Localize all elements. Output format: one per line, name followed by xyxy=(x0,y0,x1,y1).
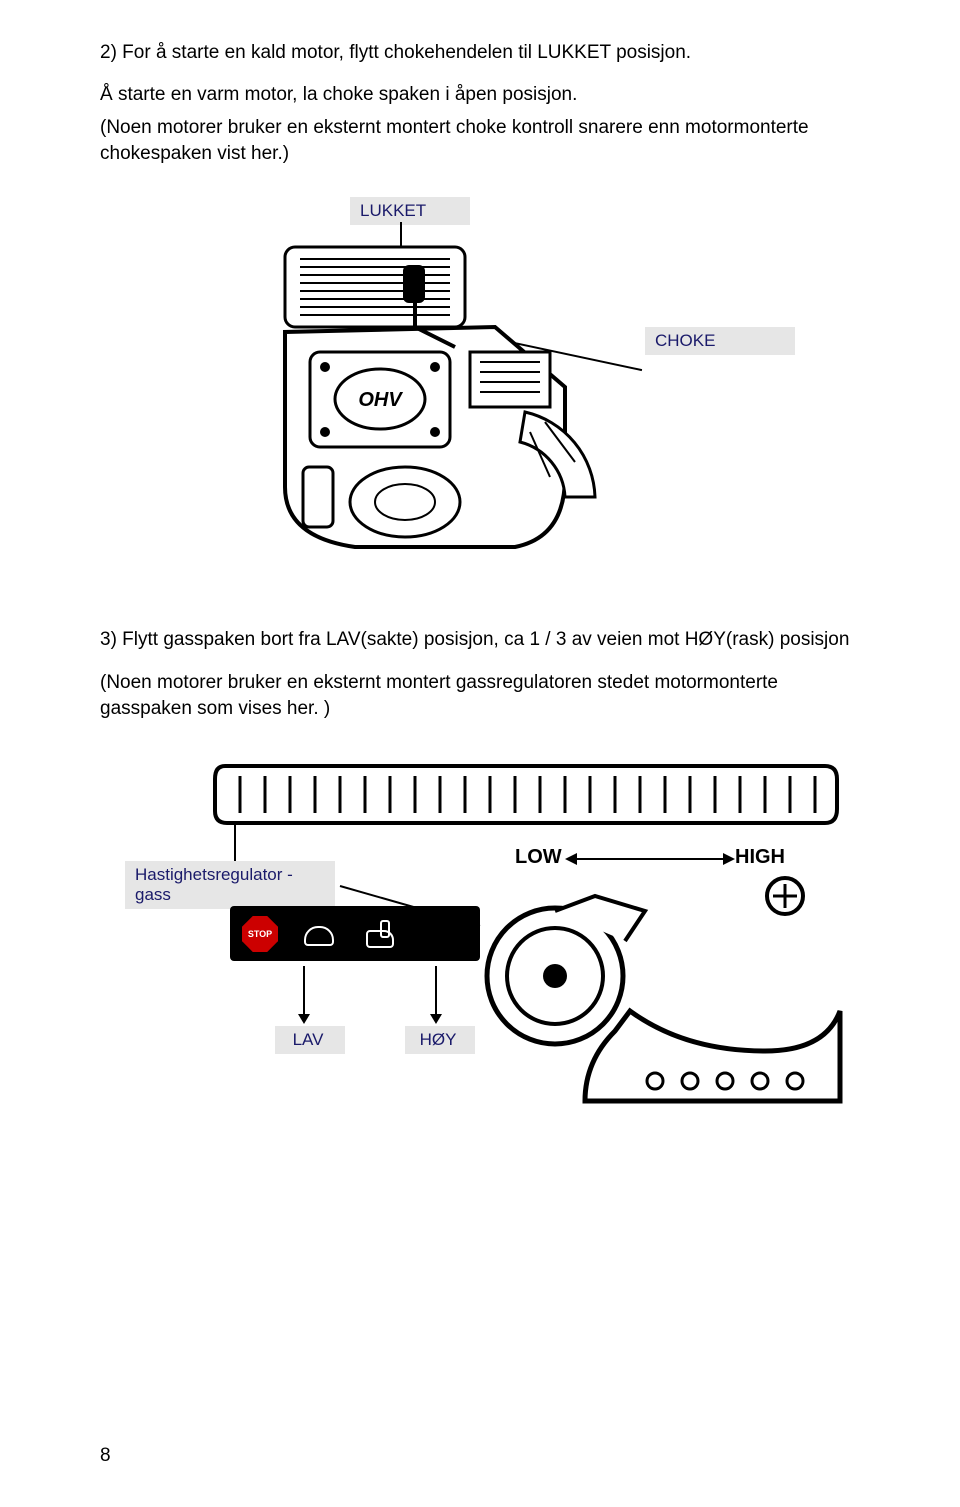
arrow-low-high xyxy=(575,858,725,860)
figure-2: Hastighetsregulator - gass STOP LAV HØY … xyxy=(100,751,870,1111)
stop-bar: STOP xyxy=(230,906,480,961)
engine-illustration: OHV xyxy=(255,237,655,567)
page-number: 8 xyxy=(100,1445,111,1467)
paragraph-3: (Noen motorer bruker en eksternt montert… xyxy=(100,115,870,166)
label-high: HIGH xyxy=(735,846,785,869)
rabbit-icon xyxy=(358,920,398,948)
stop-icon: STOP xyxy=(242,916,278,952)
label-lav: LAV xyxy=(275,1026,345,1054)
svg-text:OHV: OHV xyxy=(358,389,403,411)
figure-1: LUKKET CHOKE OHV xyxy=(100,197,870,577)
label-choke: CHOKE xyxy=(645,327,795,355)
turtle-icon xyxy=(298,920,338,948)
paragraph-4: 3) Flytt gasspaken bort fra LAV(sakte) p… xyxy=(100,627,870,653)
paragraph-5: (Noen motorer bruker en eksternt montert… xyxy=(100,670,870,721)
paragraph-2: Å starte en varm motor, la choke spaken … xyxy=(100,82,870,108)
arrow-hoy xyxy=(435,966,437,1016)
label-hastighet: Hastighetsregulator - gass xyxy=(125,861,335,909)
paragraph-1: 2) For å starte en kald motor, flytt cho… xyxy=(100,40,870,66)
label-low: LOW xyxy=(515,846,562,869)
arrow-lav xyxy=(303,966,305,1016)
label-lukket: LUKKET xyxy=(350,197,470,225)
label-hoy: HØY xyxy=(405,1026,475,1054)
